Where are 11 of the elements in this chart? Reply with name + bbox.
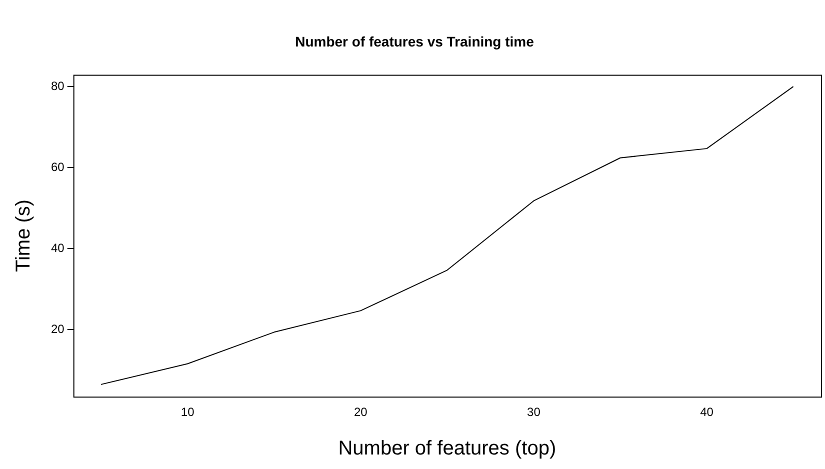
x-axis-title: Number of features (top): [338, 438, 556, 460]
x-tick-label: 40: [700, 405, 714, 420]
y-tick-label: 40: [50, 240, 65, 255]
chart-title: Number of features vs Training time: [295, 33, 534, 50]
y-tick-label: 60: [50, 160, 65, 174]
x-tick-label: 10: [180, 405, 195, 420]
y-tick-label: 20: [50, 322, 65, 336]
y-tick-label: 80: [50, 78, 65, 93]
y-axis-title: Time (s): [12, 199, 35, 272]
x-tick-label: 20: [354, 405, 368, 420]
x-tick-label: 30: [527, 405, 541, 420]
